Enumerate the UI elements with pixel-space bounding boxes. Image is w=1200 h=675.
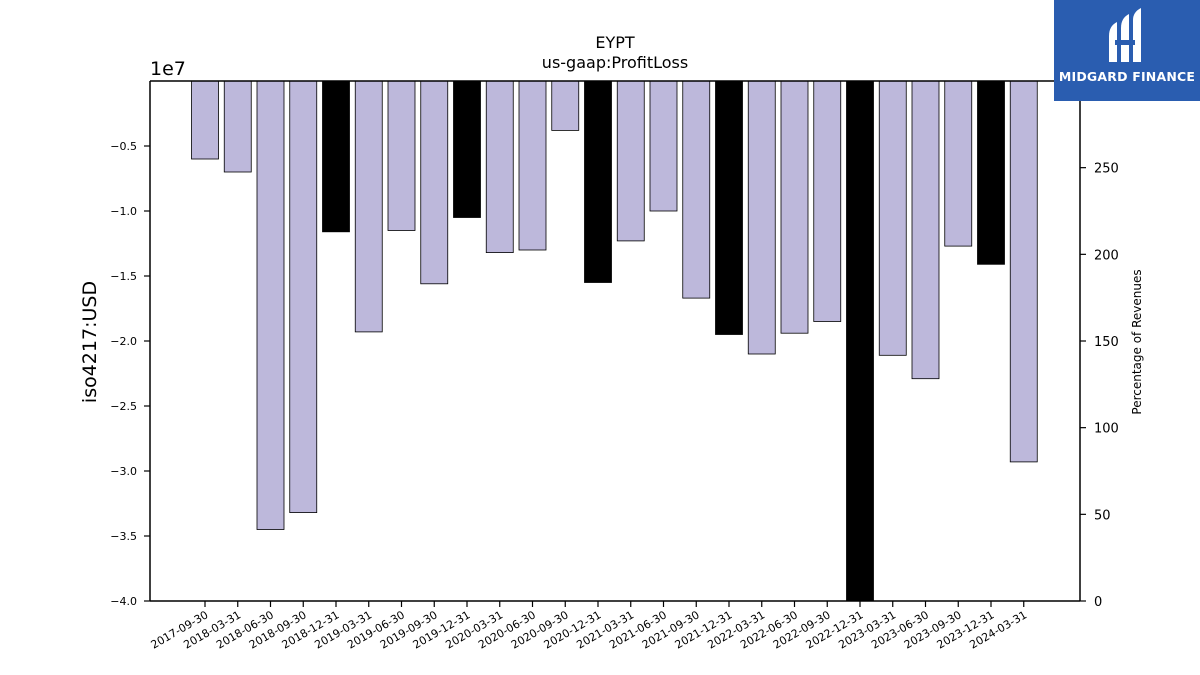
bar-2019-06-30 [387, 80, 416, 231]
bar-2022-12-31 [846, 80, 874, 602]
y-tick-label: −2.5 [110, 400, 137, 413]
y-axis-label: iso4217:USD [79, 281, 101, 403]
bar-2018-06-30 [256, 80, 285, 530]
y-tick-label: −4.0 [110, 595, 137, 608]
y2-tick-label: 100 [1094, 422, 1119, 437]
chart-title: EYPT [595, 33, 635, 52]
bar-2020-03-31 [485, 80, 514, 254]
bar-2023-09-30 [944, 80, 973, 247]
bar-2018-12-31 [322, 80, 350, 233]
bar-2023-06-30 [911, 80, 940, 380]
y2-tick-label: 150 [1094, 335, 1119, 350]
bar-2021-09-30 [682, 80, 711, 299]
y-tick-label: −1.0 [110, 205, 137, 218]
bar-2021-12-31 [715, 80, 743, 335]
bar-2024-03-31 [1009, 80, 1038, 463]
y2-tick-label: 200 [1094, 248, 1119, 263]
bar-2021-03-31 [616, 80, 645, 242]
bar-2020-12-31 [584, 80, 612, 283]
bar-2017-09-30 [191, 80, 219, 160]
bar-2023-03-31 [878, 80, 907, 356]
bar-2022-03-31 [747, 80, 776, 355]
bar-2023-12-31 [977, 80, 1005, 265]
midgard-finance-logo: MIDGARD FINANCE [1054, 0, 1200, 101]
y-offset-label: 1e7 [150, 58, 186, 80]
y-tick-label: −1.5 [110, 270, 137, 283]
logo-text: MIDGARD FINANCE [1058, 69, 1196, 84]
logo-mark-icon [1109, 8, 1141, 62]
bar-2022-06-30 [780, 80, 809, 334]
y2-tick-label: 250 [1094, 162, 1119, 177]
y2-tick-label: 50 [1094, 508, 1111, 523]
y-tick-label: −0.5 [110, 140, 137, 153]
chart-subtitle: us-gaap:ProfitLoss [542, 53, 688, 72]
y-tick-label: −2.0 [110, 335, 137, 348]
y-tick-label: −3.5 [110, 530, 137, 543]
bar-2018-03-31 [223, 80, 252, 173]
y2-tick-label: 0 [1094, 595, 1102, 610]
bar-2019-03-31 [354, 80, 383, 333]
y2-axis-label: Percentage of Revenues [1130, 269, 1144, 414]
bar-2020-09-30 [551, 80, 580, 131]
bar-2019-12-31 [453, 80, 481, 218]
bar-2019-09-30 [420, 80, 449, 285]
bar-2022-09-30 [813, 80, 842, 322]
y-tick-label: −3.0 [110, 465, 137, 478]
bar-2018-09-30 [289, 80, 318, 514]
bar-2021-06-30 [649, 80, 678, 212]
bar-2020-06-30 [518, 80, 547, 251]
